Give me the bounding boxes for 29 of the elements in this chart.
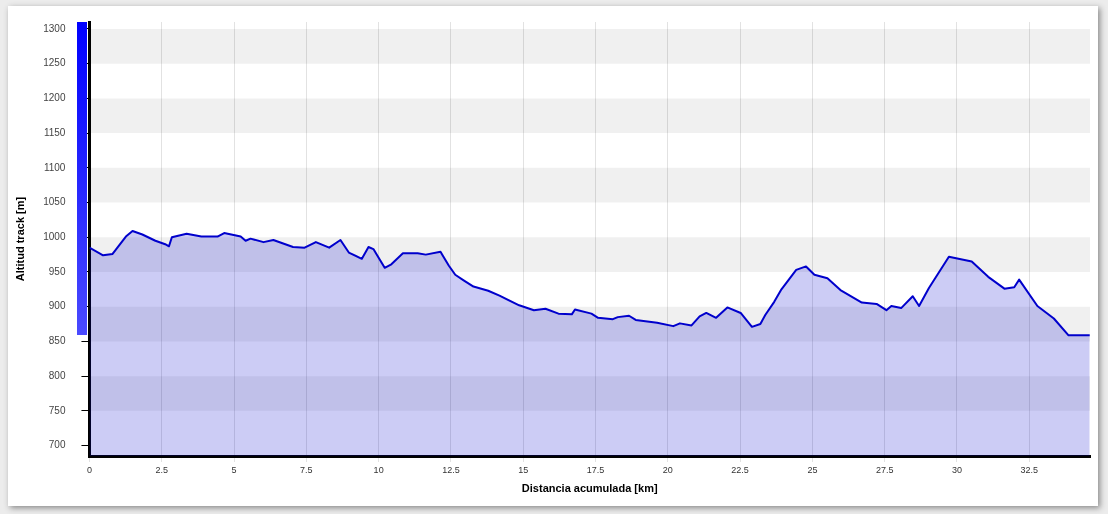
x-tick-label: 20 <box>662 464 673 475</box>
x-tick-label: 25 <box>807 464 818 475</box>
x-tick-label: 32.5 <box>1020 464 1039 475</box>
y-axis-title: Altitud track [m] <box>13 196 26 282</box>
y-tick-label: 1150 <box>43 126 66 138</box>
x-tick-label: 0 <box>86 464 92 475</box>
y-tick-label: 850 <box>48 335 66 347</box>
y-tick-label: 700 <box>48 439 66 451</box>
y-tick-label: 800 <box>48 369 66 381</box>
x-tick-label: 10 <box>373 464 384 475</box>
x-tick-label: 5 <box>231 464 237 475</box>
y-tick-label: 1300 <box>43 22 66 34</box>
x-tick-label: 2.5 <box>155 464 168 475</box>
x-tick-label: 30 <box>951 464 962 475</box>
y-tick-label: 1050 <box>43 196 66 208</box>
x-tick-label: 22.5 <box>731 464 749 475</box>
x-tick-label: 15 <box>518 464 529 475</box>
y-tick-label: 950 <box>48 265 66 277</box>
y-tick-label: 1250 <box>43 57 66 69</box>
x-tick-label: 27.5 <box>875 464 894 475</box>
x-tick-label: 7.5 <box>300 464 313 475</box>
x-tick-label: 17.5 <box>586 464 605 475</box>
x-axis-title: Distancia acumulada [km] <box>521 482 658 495</box>
y-tick-label: 900 <box>48 300 66 312</box>
x-tick-label: 12.5 <box>442 464 460 475</box>
y-tick-label: 1200 <box>43 92 66 104</box>
y-tick-label: 1000 <box>43 231 66 243</box>
y-tick-label: 750 <box>48 404 66 416</box>
y-tick-label: 1100 <box>43 161 66 173</box>
